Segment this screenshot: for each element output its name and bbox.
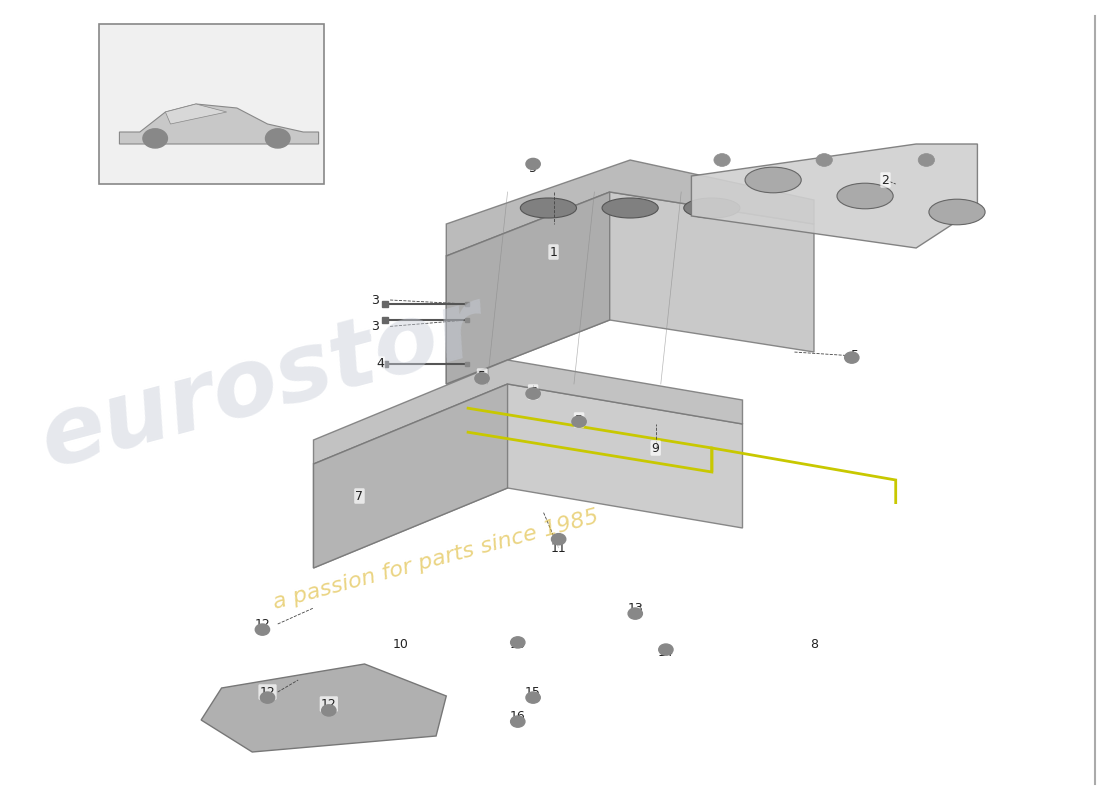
Ellipse shape: [684, 198, 740, 218]
Polygon shape: [120, 104, 319, 144]
Circle shape: [845, 352, 859, 363]
Circle shape: [918, 154, 935, 166]
Circle shape: [265, 129, 290, 148]
Circle shape: [255, 624, 270, 635]
Circle shape: [143, 129, 167, 148]
Text: 10: 10: [393, 638, 408, 650]
Text: 1: 1: [550, 246, 558, 258]
Circle shape: [659, 644, 673, 655]
Text: 6: 6: [529, 386, 537, 398]
Text: 12: 12: [260, 686, 275, 698]
Polygon shape: [314, 384, 507, 568]
Text: 5: 5: [575, 414, 583, 426]
Polygon shape: [165, 104, 227, 124]
Text: 15: 15: [525, 686, 541, 698]
Text: 4: 4: [376, 358, 384, 370]
Ellipse shape: [928, 199, 986, 225]
Ellipse shape: [745, 167, 801, 193]
Polygon shape: [201, 664, 447, 752]
Text: 3: 3: [371, 320, 378, 333]
Text: 16: 16: [510, 638, 526, 650]
Ellipse shape: [520, 198, 576, 218]
Circle shape: [510, 716, 525, 727]
Circle shape: [714, 154, 730, 166]
Text: 12: 12: [321, 698, 337, 710]
Polygon shape: [692, 144, 978, 248]
Polygon shape: [447, 192, 814, 384]
Polygon shape: [447, 192, 609, 384]
Text: 7: 7: [355, 490, 363, 502]
Polygon shape: [314, 384, 742, 568]
FancyBboxPatch shape: [99, 24, 323, 184]
Circle shape: [526, 158, 540, 170]
Ellipse shape: [837, 183, 893, 209]
Circle shape: [261, 692, 275, 703]
Text: 8: 8: [810, 638, 818, 650]
Text: 9: 9: [651, 442, 660, 454]
Text: 16: 16: [510, 710, 526, 722]
Text: 11: 11: [551, 542, 566, 554]
Circle shape: [526, 388, 540, 399]
Text: 13: 13: [627, 602, 644, 614]
Text: 5: 5: [478, 370, 486, 382]
Text: a passion for parts since 1985: a passion for parts since 1985: [271, 507, 601, 613]
Text: 2: 2: [881, 174, 890, 186]
Circle shape: [816, 154, 833, 166]
Circle shape: [628, 608, 642, 619]
Circle shape: [321, 705, 336, 716]
Circle shape: [551, 534, 565, 545]
Circle shape: [572, 416, 586, 427]
Text: eurostor: eurostor: [31, 281, 494, 487]
Text: 5: 5: [851, 350, 859, 362]
Text: 5: 5: [529, 162, 537, 174]
Text: 14: 14: [658, 646, 674, 658]
Polygon shape: [447, 160, 814, 256]
Circle shape: [510, 637, 525, 648]
Text: 12: 12: [254, 618, 271, 630]
Polygon shape: [314, 360, 742, 464]
Text: 3: 3: [371, 294, 378, 306]
Circle shape: [526, 692, 540, 703]
Ellipse shape: [602, 198, 658, 218]
Circle shape: [475, 373, 490, 384]
